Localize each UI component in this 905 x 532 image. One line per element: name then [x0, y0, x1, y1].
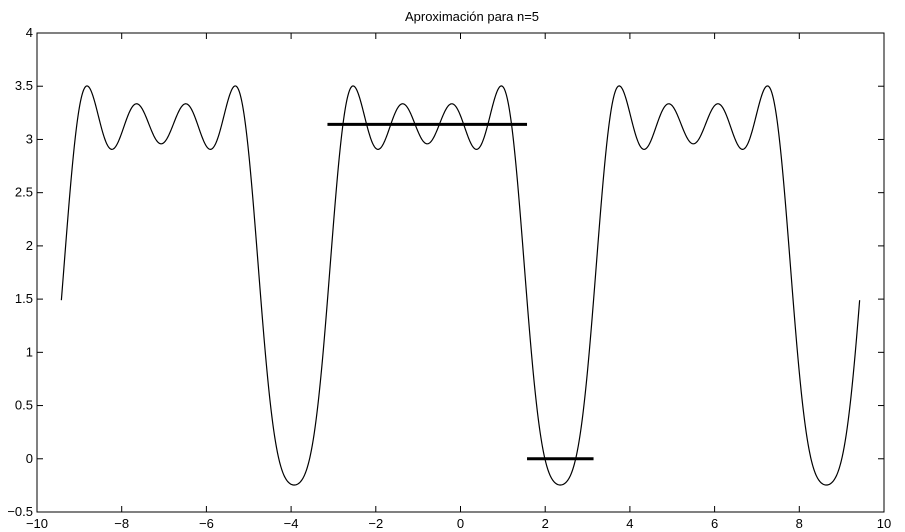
x-tick-label: −10: [26, 516, 48, 531]
x-tick-label: −8: [114, 516, 129, 531]
series-line-approximation: [60, 85, 861, 486]
x-tick-label: 8: [796, 516, 803, 531]
plot-frame: [36, 32, 885, 513]
y-tick-label: 1: [26, 344, 33, 359]
chart-title: Aproximación para n=5: [405, 9, 539, 24]
series-layer: [60, 85, 861, 486]
y-tick-label: 0.5: [15, 398, 33, 413]
x-tick-label: 4: [626, 516, 633, 531]
y-tick-labels: −0.5 0 0.5 1 1.5 2 2.5 3 3.5 4: [7, 25, 33, 519]
x-tick-label: −2: [368, 516, 383, 531]
x-tick-label: −4: [284, 516, 299, 531]
x-tick-label: 10: [877, 516, 891, 531]
y-tick-label: 4: [26, 25, 33, 40]
x-tick-label: 0: [457, 516, 464, 531]
y-tick-label: 3: [26, 131, 33, 146]
x-tick-labels: −10 −8 −6 −4 −2 0 2 4 6 8 10: [26, 516, 891, 531]
y-tick-label: 1.5: [15, 291, 33, 306]
y-tick-label: 2.5: [15, 185, 33, 200]
axis-ticks: [36, 32, 885, 513]
y-tick-label: 0: [26, 451, 33, 466]
x-tick-label: −6: [199, 516, 214, 531]
y-tick-label: −0.5: [7, 504, 33, 519]
x-tick-label: 2: [542, 516, 549, 531]
y-tick-label: 2: [26, 238, 33, 253]
y-tick-label: 3.5: [15, 78, 33, 93]
x-tick-label: 6: [711, 516, 718, 531]
